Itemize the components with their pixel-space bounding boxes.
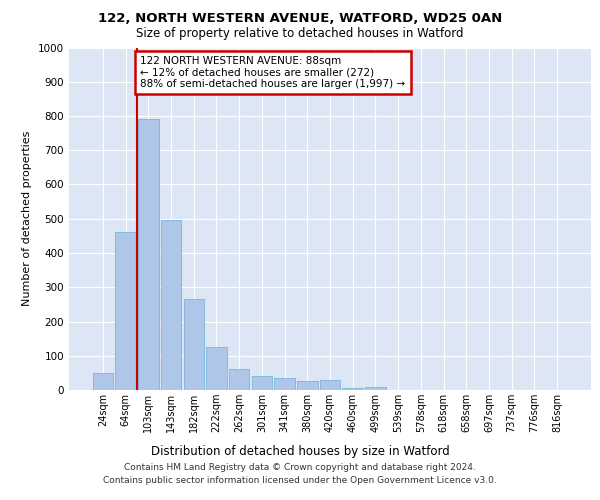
Bar <box>115 232 136 390</box>
Text: 122 NORTH WESTERN AVENUE: 88sqm
← 12% of detached houses are smaller (272)
88% o: 122 NORTH WESTERN AVENUE: 88sqm ← 12% of… <box>140 56 406 90</box>
Bar <box>365 386 386 390</box>
Text: Contains HM Land Registry data © Crown copyright and database right 2024.: Contains HM Land Registry data © Crown c… <box>124 464 476 472</box>
Bar <box>343 388 363 390</box>
Bar <box>229 370 250 390</box>
Text: Size of property relative to detached houses in Watford: Size of property relative to detached ho… <box>136 28 464 40</box>
Text: 122, NORTH WESTERN AVENUE, WATFORD, WD25 0AN: 122, NORTH WESTERN AVENUE, WATFORD, WD25… <box>98 12 502 26</box>
Bar <box>251 376 272 390</box>
Bar <box>93 373 113 390</box>
Bar <box>274 378 295 390</box>
Bar <box>206 347 227 390</box>
Text: Distribution of detached houses by size in Watford: Distribution of detached houses by size … <box>151 444 449 458</box>
Text: Contains public sector information licensed under the Open Government Licence v3: Contains public sector information licen… <box>103 476 497 485</box>
Y-axis label: Number of detached properties: Number of detached properties <box>22 131 32 306</box>
Bar <box>297 382 317 390</box>
Bar <box>184 299 204 390</box>
Bar <box>138 120 158 390</box>
Bar <box>320 380 340 390</box>
Bar <box>161 220 181 390</box>
